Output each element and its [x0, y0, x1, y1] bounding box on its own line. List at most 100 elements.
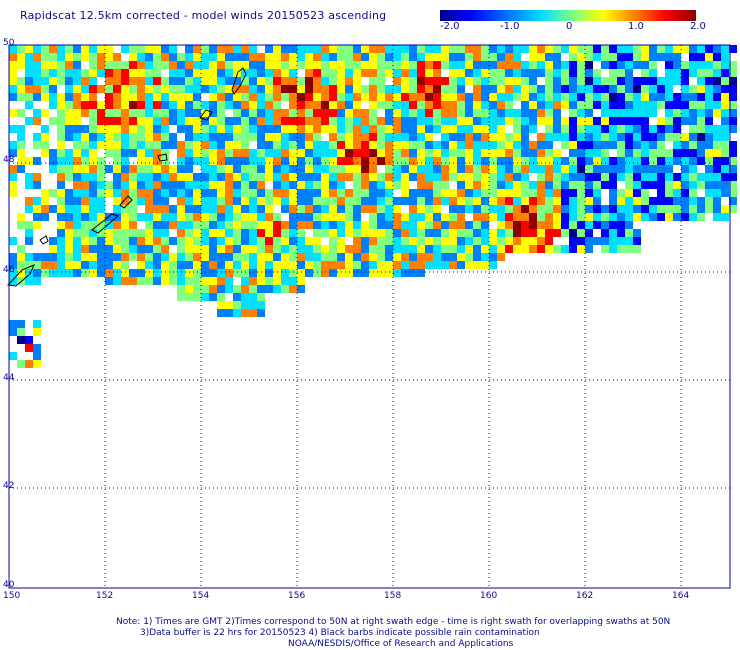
wind-cell	[169, 53, 177, 61]
wind-cell	[289, 69, 297, 77]
wind-cell	[41, 69, 49, 77]
wind-cell	[25, 53, 33, 61]
wind-cell	[361, 197, 369, 205]
wind-cell	[361, 261, 369, 269]
wind-cell	[257, 189, 265, 197]
wind-cell	[369, 61, 377, 69]
wind-cell	[553, 173, 561, 181]
wind-cell	[241, 309, 249, 317]
wind-cell	[73, 141, 81, 149]
wind-cell	[441, 117, 449, 125]
wind-cell	[577, 173, 585, 181]
wind-cell	[177, 77, 185, 85]
wind-cell	[289, 101, 297, 109]
wind-cell	[361, 45, 369, 53]
wind-cell	[297, 197, 305, 205]
wind-cell	[321, 77, 329, 85]
wind-cell	[265, 285, 273, 293]
wind-cell	[17, 133, 25, 141]
wind-cell	[129, 229, 137, 237]
wind-cell	[233, 157, 241, 165]
wind-cell	[113, 181, 121, 189]
wind-cell	[241, 285, 249, 293]
wind-cell	[425, 141, 433, 149]
wind-cell	[177, 93, 185, 101]
wind-cell	[505, 77, 513, 85]
wind-cell	[49, 157, 57, 165]
wind-cell	[249, 109, 257, 117]
wind-cell	[337, 117, 345, 125]
wind-cell	[225, 165, 233, 173]
wind-cell	[313, 61, 321, 69]
wind-cell	[361, 173, 369, 181]
wind-cell	[153, 181, 161, 189]
wind-cell	[185, 85, 193, 93]
wind-cell	[201, 125, 209, 133]
wind-cell	[193, 61, 201, 69]
wind-cell	[657, 173, 665, 181]
wind-cell	[513, 69, 521, 77]
wind-cell	[17, 149, 25, 157]
wind-cell	[33, 133, 41, 141]
wind-cell	[145, 197, 153, 205]
wind-cell	[97, 253, 105, 261]
wind-cell	[169, 253, 177, 261]
wind-cell	[113, 165, 121, 173]
wind-cell	[521, 101, 529, 109]
wind-cell	[473, 205, 481, 213]
wind-cell	[113, 77, 121, 85]
wind-cell	[209, 181, 217, 189]
wind-cell	[17, 109, 25, 117]
wind-cell	[201, 197, 209, 205]
wind-cell	[401, 77, 409, 85]
wind-cell	[681, 77, 689, 85]
wind-cell	[617, 205, 625, 213]
wind-cell	[657, 181, 665, 189]
wind-cell	[65, 117, 73, 125]
wind-cell	[617, 109, 625, 117]
wind-cell	[601, 93, 609, 101]
wind-cell	[57, 117, 65, 125]
wind-cell	[25, 85, 33, 93]
wind-cell	[313, 205, 321, 213]
wind-cell	[497, 213, 505, 221]
wind-cell	[121, 157, 129, 165]
wind-cell	[705, 61, 713, 69]
wind-cell	[9, 269, 17, 277]
kuril-island-outline	[119, 195, 133, 209]
wind-cell	[161, 61, 169, 69]
wind-cell	[361, 189, 369, 197]
wind-cell	[57, 205, 65, 213]
wind-cell	[497, 45, 505, 53]
wind-cell	[41, 85, 49, 93]
wind-cell	[97, 53, 105, 61]
wind-cell	[281, 181, 289, 189]
wind-cell	[529, 165, 537, 173]
wind-cell	[177, 245, 185, 253]
wind-cell	[89, 109, 97, 117]
wind-cell	[241, 93, 249, 101]
wind-cell	[153, 125, 161, 133]
wind-cell	[633, 181, 641, 189]
wind-cell	[601, 157, 609, 165]
wind-cell	[241, 133, 249, 141]
wind-cell	[689, 85, 697, 93]
wind-cell	[217, 61, 225, 69]
wind-cell	[641, 117, 649, 125]
wind-cell	[585, 93, 593, 101]
wind-cell	[273, 133, 281, 141]
wind-cell	[713, 181, 721, 189]
wind-cell	[193, 181, 201, 189]
wind-cell	[569, 197, 577, 205]
wind-cell	[217, 157, 225, 165]
wind-cell	[465, 245, 473, 253]
wind-cell	[73, 165, 81, 173]
wind-cell	[201, 85, 209, 93]
wind-cell	[713, 45, 721, 53]
wind-cell	[281, 69, 289, 77]
wind-cell	[497, 117, 505, 125]
wind-cell	[593, 181, 601, 189]
wind-cell	[25, 181, 33, 189]
wind-cell	[9, 237, 17, 245]
wind-cell	[537, 165, 545, 173]
